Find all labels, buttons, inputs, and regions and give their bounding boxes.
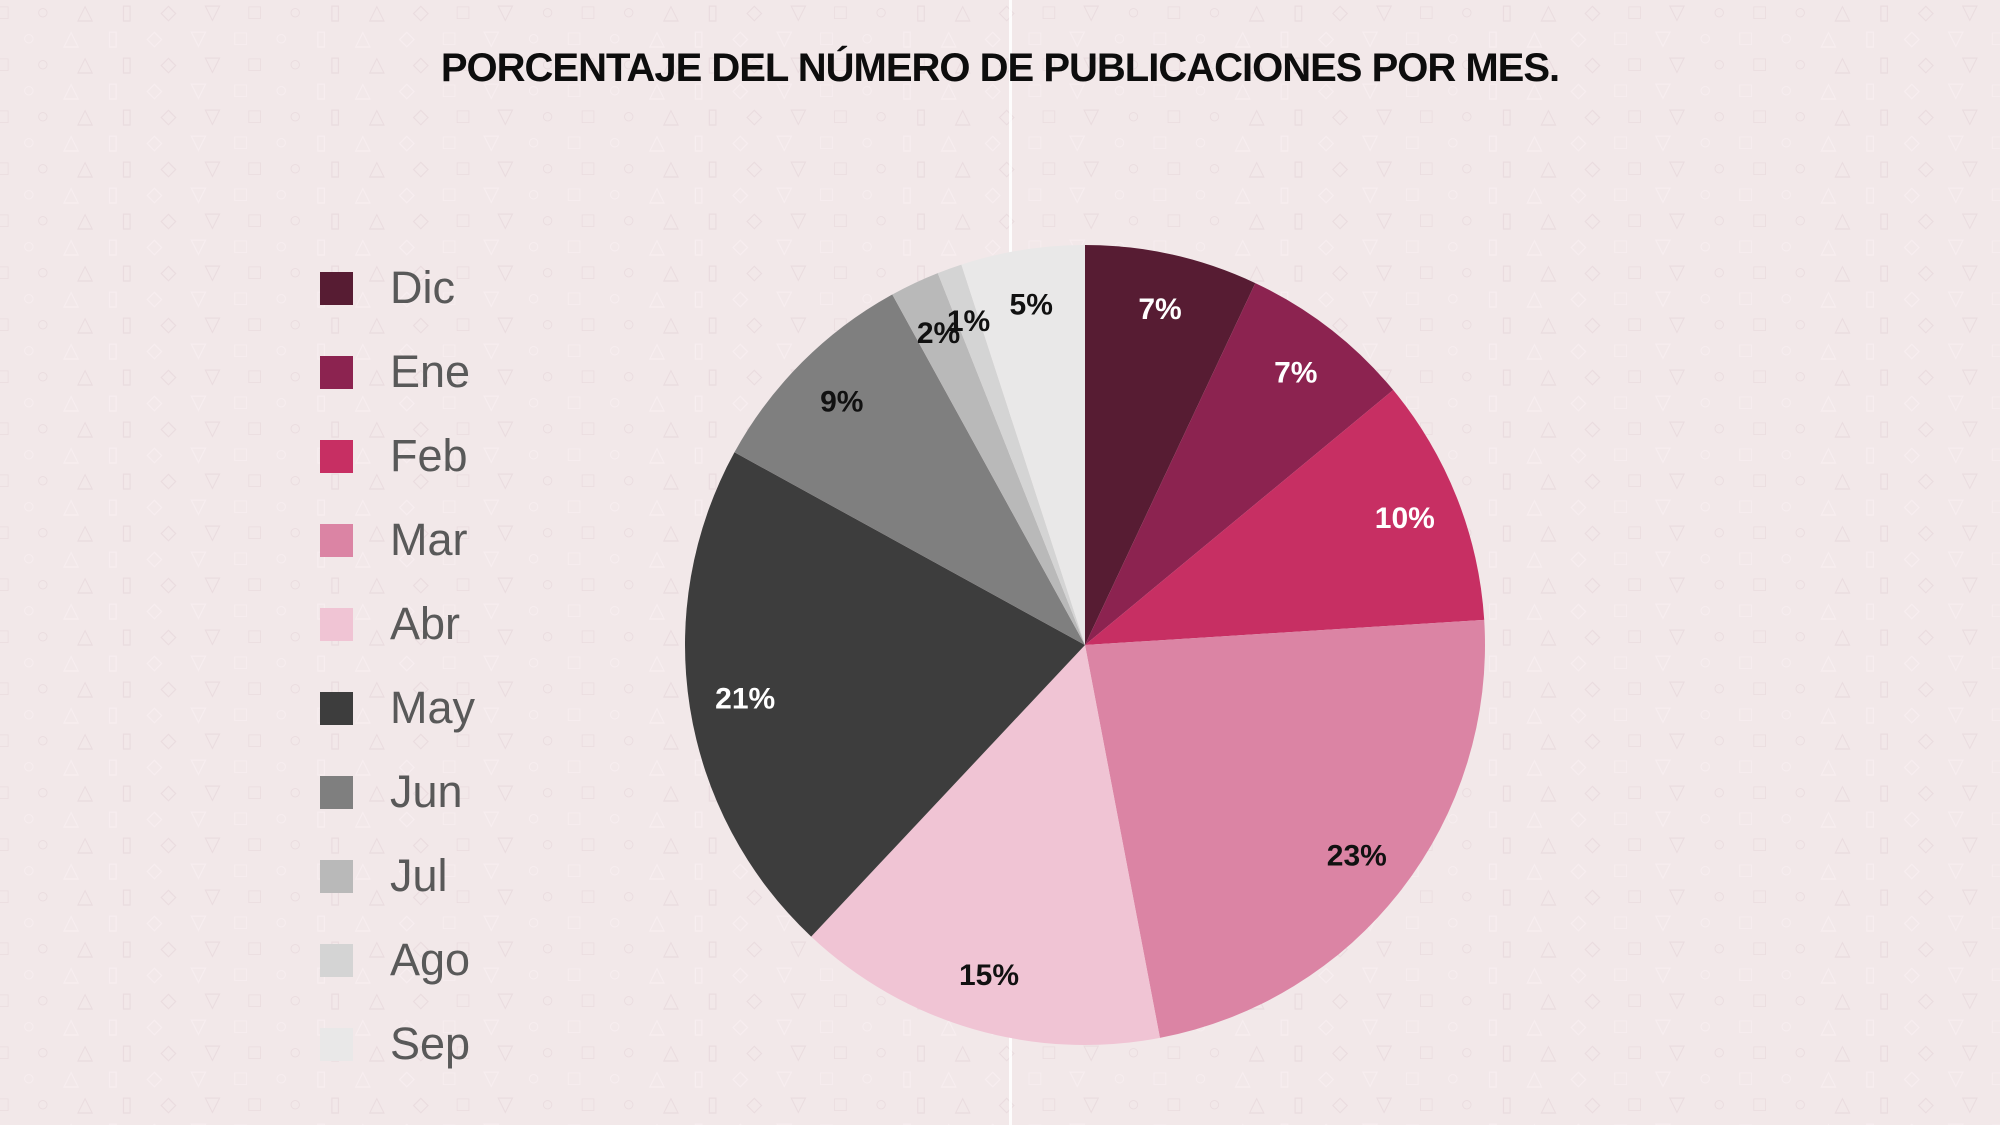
pie-slice-dic xyxy=(1085,245,1256,645)
legend-item-label: Ago xyxy=(390,934,471,985)
legend-item-feb: Feb xyxy=(320,430,475,482)
legend-item-mar: Mar xyxy=(320,514,475,566)
pie-slice-label-mar: 23% xyxy=(1327,839,1387,872)
legend-swatch-dic xyxy=(320,271,353,305)
pie-slice-label-ago: 1% xyxy=(947,305,990,338)
pie-slice-feb xyxy=(1085,390,1485,645)
pie-slice-label-may: 21% xyxy=(715,682,775,715)
pie-slice-label-dic: 7% xyxy=(1138,293,1181,326)
legend-swatch-jun xyxy=(320,775,353,809)
legend-item-sep: Sep xyxy=(320,1018,475,1070)
legend-item-jul: Jul xyxy=(320,850,475,902)
pie-slice-label-jun: 9% xyxy=(820,385,863,418)
chart-title: PORCENTAJE DEL NÚMERO DE PUBLICACIONES P… xyxy=(440,46,1560,90)
legend-swatch-may xyxy=(320,691,353,725)
legend-item-jun: Jun xyxy=(320,766,475,818)
legend-item-label: Dic xyxy=(390,262,455,313)
legend-swatch-mar xyxy=(320,523,353,557)
legend-swatch-ene xyxy=(320,355,353,389)
pie-slice-mar xyxy=(1085,619,1485,1038)
legend-item-label: Ene xyxy=(390,346,471,397)
legend-swatch-jul xyxy=(320,859,353,893)
pie-slice-ene xyxy=(1085,283,1394,645)
legend-swatch-feb xyxy=(320,439,353,473)
legend-item-may: May xyxy=(320,682,475,734)
pie-slice-label-abr: 15% xyxy=(959,959,1019,992)
legend-item-label: Feb xyxy=(390,430,468,481)
legend-swatch-ago xyxy=(320,943,353,977)
legend-item-label: May xyxy=(390,682,476,733)
pie-slice-label-feb: 10% xyxy=(1375,502,1435,535)
legend-item-ago: Ago xyxy=(320,934,475,986)
pie-slice-abr xyxy=(811,645,1160,1045)
legend-item-label: Abr xyxy=(390,598,461,649)
legend-item-label: Jul xyxy=(390,850,448,901)
pie-slice-jul xyxy=(892,273,1085,645)
legend-swatch-sep xyxy=(320,1027,353,1061)
legend-item-label: Jun xyxy=(390,766,463,817)
pie-slice-may xyxy=(685,452,1085,937)
pie-slice-label-ene: 7% xyxy=(1274,357,1317,390)
legend-item-ene: Ene xyxy=(320,346,475,398)
legend-item-label: Sep xyxy=(390,1018,471,1069)
legend-item-dic: Dic xyxy=(320,262,475,314)
legend-swatch-abr xyxy=(320,607,353,641)
pie-slice-jun xyxy=(734,294,1085,645)
legend-item-label: Mar xyxy=(390,514,468,565)
pie-slice-ago xyxy=(937,264,1085,645)
chart-legend: Dic Ene Feb Mar Abr May Jun Jul Ago Sep xyxy=(320,262,475,1070)
legend-item-abr: Abr xyxy=(320,598,475,650)
pie-slice-label-sep: 5% xyxy=(1010,289,1053,322)
pie-slice-sep xyxy=(961,245,1085,645)
pie-slice-label-jul: 2% xyxy=(917,317,960,350)
